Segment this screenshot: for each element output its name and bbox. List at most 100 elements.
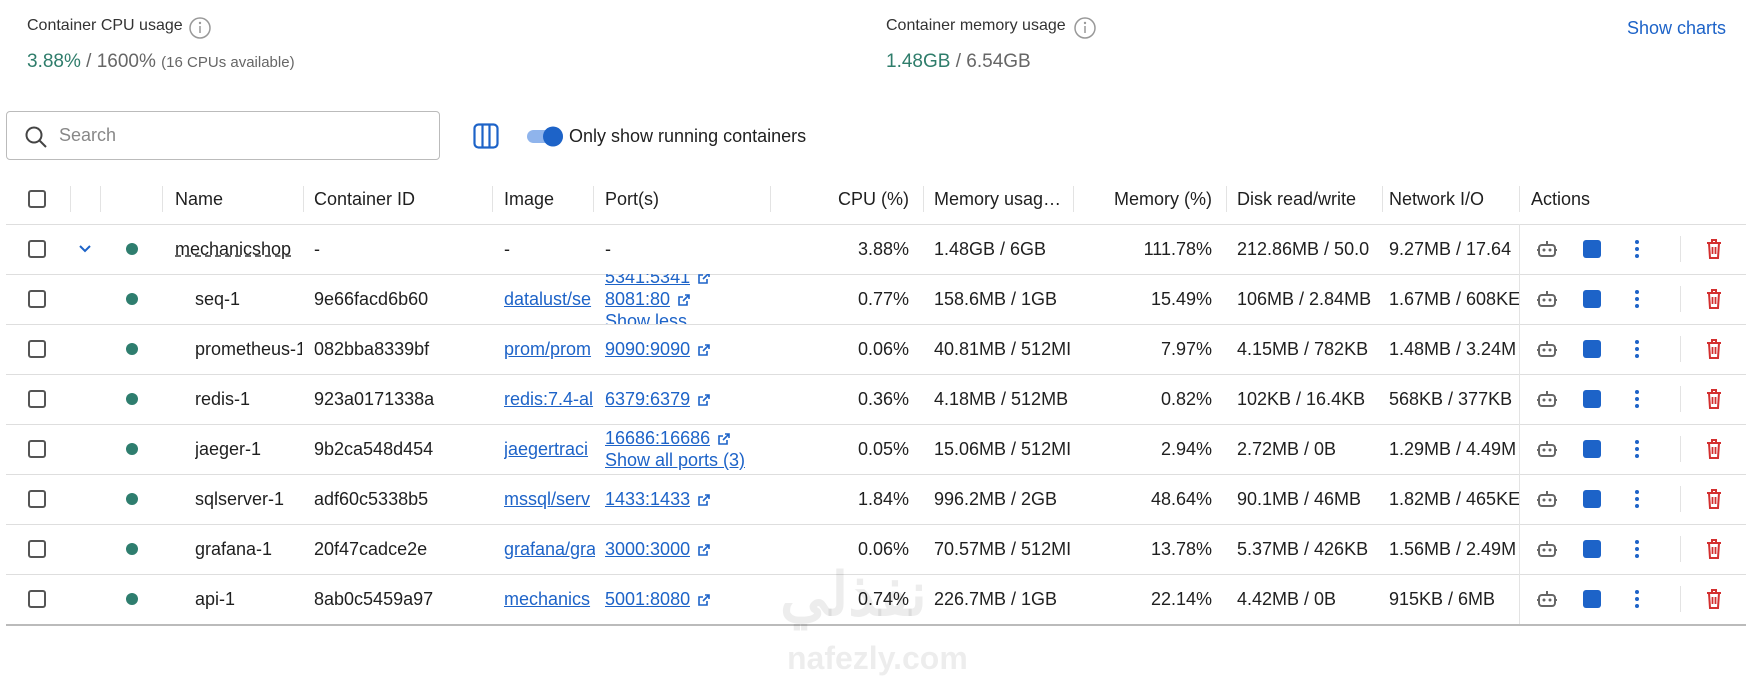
stop-button[interactable]: [1582, 389, 1602, 414]
more-button[interactable]: [1630, 289, 1644, 314]
debug-button[interactable]: [1536, 438, 1558, 465]
debug-button[interactable]: [1536, 238, 1558, 265]
image-name[interactable]: mechanics: [504, 589, 591, 609]
memory-total: / 6.54GB: [955, 51, 1031, 72]
stop-button[interactable]: [1582, 339, 1602, 364]
image-name[interactable]: mssql/serv: [504, 489, 591, 509]
external-link-icon[interactable]: [676, 292, 692, 313]
external-link-icon[interactable]: [696, 392, 712, 413]
stop-button[interactable]: [1582, 289, 1602, 314]
image-name[interactable]: prom/prom: [504, 339, 592, 359]
show-charts[interactable]: Show charts: [1626, 18, 1726, 38]
column-header[interactable]: CPU (%): [838, 189, 909, 209]
port-link[interactable]: Show all ports (3): [605, 450, 746, 470]
delete-button[interactable]: [1704, 338, 1724, 365]
column-header[interactable]: Container ID: [314, 189, 416, 209]
container-id: 20f47cadce2e: [314, 539, 428, 559]
container-name[interactable]: grafana-1: [195, 539, 273, 559]
image-name[interactable]: datalust/se: [504, 289, 592, 309]
info-icon[interactable]: [188, 16, 212, 40]
image-name[interactable]: redis:7.4-al: [504, 389, 594, 409]
row-checkbox[interactable]: [28, 240, 46, 258]
debug-button[interactable]: [1536, 338, 1558, 365]
external-link-icon[interactable]: [696, 342, 712, 363]
row-checkbox[interactable]: [28, 390, 46, 408]
row-checkbox[interactable]: [28, 440, 46, 458]
more-button[interactable]: [1630, 589, 1644, 614]
column-header[interactable]: Network I/O: [1389, 189, 1485, 209]
column-header[interactable]: Image: [504, 189, 555, 209]
image-name[interactable]: grafana/gra: [504, 539, 595, 559]
delete-button[interactable]: [1704, 488, 1724, 515]
table-bottom-border: [6, 624, 1746, 626]
stop-button[interactable]: [1582, 439, 1602, 464]
container-name[interactable]: jaeger-1: [195, 439, 262, 459]
debug-button[interactable]: [1536, 538, 1558, 565]
port-link[interactable]: 3000:3000: [605, 539, 691, 559]
cpu-percent: 0.06%: [857, 339, 909, 359]
column-header[interactable]: Memory usag…: [934, 189, 1062, 209]
port-link[interactable]: 1433:1433: [605, 489, 691, 509]
container-name[interactable]: seq-1: [195, 289, 241, 309]
select-all-checkbox[interactable]: [28, 190, 46, 208]
port-link[interactable]: 5001:8080: [605, 589, 691, 609]
network-io: 1.29MB / 4.49M: [1389, 439, 1517, 459]
column-header[interactable]: Memory (%): [1114, 189, 1212, 209]
container-name[interactable]: mechanicshop: [175, 239, 292, 259]
status-dot: [126, 343, 138, 355]
column-separator: [1382, 186, 1383, 212]
delete-button[interactable]: [1704, 538, 1724, 565]
column-separator: [1519, 186, 1520, 212]
external-link-icon[interactable]: [696, 492, 712, 513]
delete-button[interactable]: [1704, 288, 1724, 315]
port-link[interactable]: 6379:6379: [605, 389, 691, 409]
port-link[interactable]: 8081:80: [605, 289, 671, 309]
external-link-icon[interactable]: [696, 274, 712, 291]
row-checkbox[interactable]: [28, 490, 46, 508]
memory-percent: 0.82%: [1160, 389, 1212, 409]
column-header[interactable]: Disk read/write: [1237, 189, 1357, 209]
stop-button[interactable]: [1582, 489, 1602, 514]
external-link-icon[interactable]: [696, 592, 712, 613]
port-link[interactable]: Show less: [605, 311, 688, 324]
search-box[interactable]: Search: [6, 111, 440, 160]
port-link[interactable]: 16686:16686: [605, 428, 711, 448]
container-name[interactable]: api-1: [195, 589, 236, 609]
debug-button[interactable]: [1536, 488, 1558, 515]
delete-button[interactable]: [1704, 588, 1724, 615]
container-name[interactable]: prometheus-1: [195, 339, 302, 359]
row-checkbox[interactable]: [28, 590, 46, 608]
more-button[interactable]: [1630, 389, 1644, 414]
columns-button[interactable]: [473, 123, 499, 149]
container-name[interactable]: redis-1: [195, 389, 251, 409]
info-icon[interactable]: [1073, 16, 1097, 40]
column-header[interactable]: Name: [175, 189, 224, 209]
more-button[interactable]: [1630, 489, 1644, 514]
row-checkbox[interactable]: [28, 540, 46, 558]
running-toggle[interactable]: [526, 124, 566, 148]
external-link-icon[interactable]: [716, 431, 732, 452]
row-checkbox[interactable]: [28, 290, 46, 308]
stop-button[interactable]: [1582, 539, 1602, 564]
port-link[interactable]: 9090:9090: [605, 339, 691, 359]
debug-button[interactable]: [1536, 388, 1558, 415]
expand-chevron[interactable]: [77, 242, 93, 260]
more-button[interactable]: [1630, 339, 1644, 364]
stop-button[interactable]: [1582, 589, 1602, 614]
port-link[interactable]: 5341:5341: [605, 274, 691, 287]
ports-cell: -: [605, 224, 765, 274]
container-name[interactable]: sqlserver-1: [195, 489, 285, 509]
image-name[interactable]: jaegertraci: [504, 439, 589, 459]
row-checkbox[interactable]: [28, 340, 46, 358]
column-header[interactable]: Port(s): [605, 189, 659, 209]
external-link-icon[interactable]: [696, 542, 712, 563]
stop-button[interactable]: [1582, 239, 1602, 264]
debug-button[interactable]: [1536, 288, 1558, 315]
delete-button[interactable]: [1704, 388, 1724, 415]
more-button[interactable]: [1630, 239, 1644, 264]
more-button[interactable]: [1630, 539, 1644, 564]
debug-button[interactable]: [1536, 588, 1558, 615]
more-button[interactable]: [1630, 439, 1644, 464]
delete-button[interactable]: [1704, 438, 1724, 465]
delete-button[interactable]: [1704, 238, 1724, 265]
